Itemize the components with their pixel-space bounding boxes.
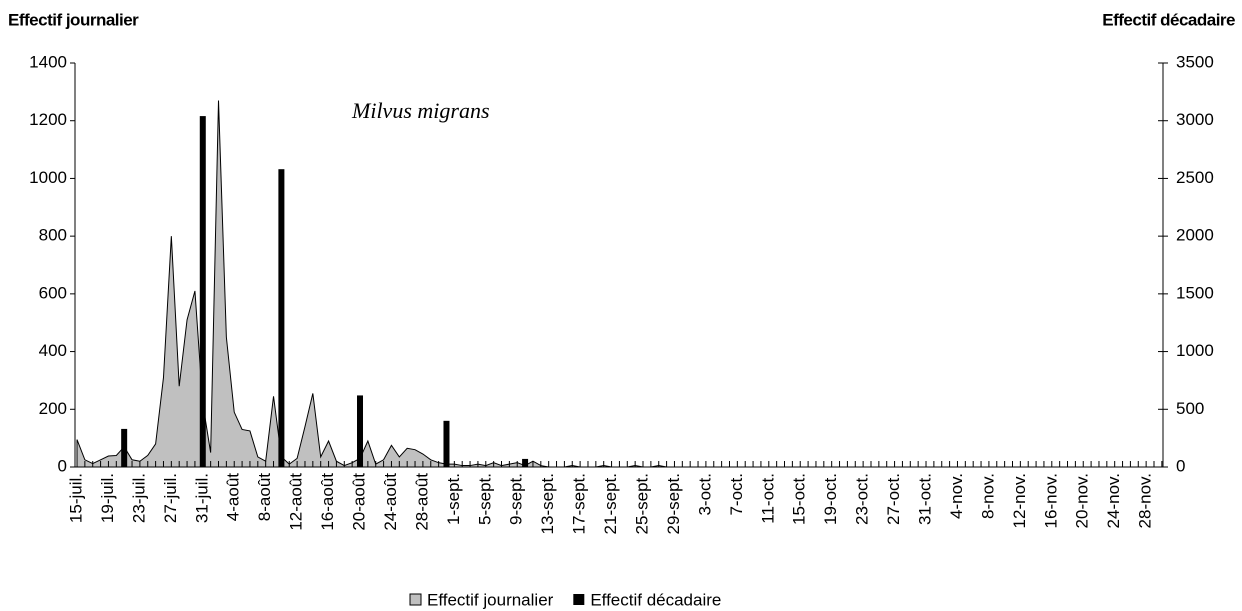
- y2-tick-label: 0: [1176, 456, 1185, 475]
- x-tick-label: 20-nov.: [1073, 473, 1092, 528]
- x-tick-label: 13-sept.: [538, 473, 557, 534]
- y2-axis-title: Effectif décadaire: [1102, 10, 1235, 29]
- y2-tick-label: 3500: [1176, 52, 1214, 71]
- x-tick-label: 25-sept.: [632, 473, 651, 534]
- y-tick-label: 0: [58, 456, 67, 475]
- x-tick-label: 19-juil.: [98, 473, 117, 523]
- x-tick-label: 31-juil.: [192, 473, 211, 523]
- y-tick-label: 800: [39, 226, 67, 245]
- x-tick-label: 4-août: [224, 473, 243, 521]
- legend-swatch: [409, 593, 422, 606]
- y-axis-title: Effectif journalier: [8, 10, 139, 29]
- y-tick-label: 1200: [29, 110, 67, 129]
- y-tick-label: 200: [39, 399, 67, 418]
- x-tick-label: 19-oct.: [821, 473, 840, 525]
- y2-tick-label: 1000: [1176, 341, 1214, 360]
- y2-tick-label: 2500: [1176, 168, 1214, 187]
- bar: [443, 420, 450, 467]
- y-tick-label: 1000: [29, 168, 67, 187]
- legend-swatch: [573, 594, 585, 605]
- x-tick-label: 27-juil.: [161, 473, 180, 523]
- x-tick-label: 1-sept.: [444, 473, 463, 525]
- x-tick-label: 24-nov.: [1104, 473, 1123, 528]
- x-tick-label: 21-sept.: [601, 473, 620, 534]
- annotation: Milvus migrans: [351, 98, 490, 123]
- y2-tick-label: 2000: [1176, 226, 1214, 245]
- x-tick-label: 28-nov.: [1136, 473, 1155, 528]
- bar: [357, 395, 364, 467]
- x-tick-label: 5-sept.: [475, 473, 494, 525]
- x-tick-label: 12-août: [287, 473, 306, 531]
- x-tick-label: 8-août: [255, 473, 274, 521]
- x-tick-label: 27-oct.: [884, 473, 903, 525]
- x-tick-label: 28-août: [412, 473, 431, 531]
- x-tick-label: 15-oct.: [790, 473, 809, 525]
- x-tick-label: 8-nov.: [978, 473, 997, 519]
- y-tick-label: 600: [39, 283, 67, 302]
- x-tick-label: 16-nov.: [1041, 473, 1060, 528]
- x-tick-label: 23-juil.: [129, 473, 148, 523]
- y2-tick-label: 1500: [1176, 283, 1214, 302]
- x-tick-label: 29-sept.: [664, 473, 683, 534]
- x-tick-label: 31-oct.: [916, 473, 935, 525]
- x-tick-label: 20-août: [349, 473, 368, 531]
- y-tick-label: 400: [39, 341, 67, 360]
- legend-label: Effectif décadaire: [590, 590, 721, 609]
- x-tick-label: 11-oct.: [758, 473, 777, 524]
- x-tick-label: 7-oct.: [727, 473, 746, 516]
- x-tick-label: 24-août: [381, 473, 400, 531]
- y-tick-label: 1400: [29, 52, 67, 71]
- bar: [121, 428, 128, 467]
- x-tick-label: 16-août: [318, 473, 337, 531]
- y2-tick-label: 500: [1176, 399, 1204, 418]
- bar: [199, 116, 206, 468]
- area: [76, 100, 1162, 468]
- x-tick-label: 9-sept.: [507, 473, 526, 525]
- legend-label: Effectif journalier: [427, 590, 554, 609]
- bar: [278, 169, 285, 468]
- x-tick-label: 12-nov.: [1010, 473, 1029, 528]
- x-tick-label: 4-nov.: [947, 473, 966, 519]
- y2-tick-label: 3000: [1176, 110, 1214, 129]
- x-tick-label: 23-oct.: [853, 473, 872, 525]
- x-tick-label: 17-sept.: [570, 473, 589, 534]
- x-tick-label: 15-juil.: [66, 473, 85, 523]
- x-tick-label: 3-oct.: [695, 473, 714, 516]
